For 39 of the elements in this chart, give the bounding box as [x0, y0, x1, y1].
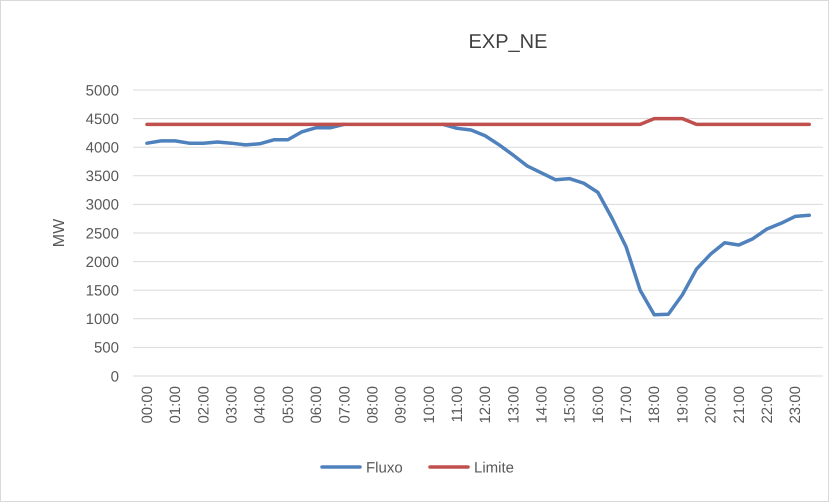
x-tick-label: 17:00: [618, 386, 636, 424]
y-tick-label: 3000: [86, 196, 119, 214]
x-tick-label: 02:00: [195, 386, 212, 424]
chart-title: EXP_NE: [468, 31, 548, 53]
y-axis-title: MW: [51, 218, 68, 248]
x-tick-label: 19:00: [674, 386, 692, 424]
x-tick-label: 18:00: [646, 386, 664, 424]
y-tick-label: 4500: [86, 110, 119, 128]
y-tick-label: 2000: [86, 254, 119, 271]
x-tick-label: 20:00: [702, 386, 720, 424]
x-tick-label: 14:00: [534, 386, 551, 424]
x-tick-label: 15:00: [562, 386, 579, 424]
x-tick-label: 06:00: [308, 386, 326, 424]
y-tick-label: 3500: [86, 168, 119, 186]
x-tick-label: 03:00: [224, 386, 241, 424]
x-tick-label: 01:00: [167, 386, 184, 424]
x-tick-label: 21:00: [730, 386, 748, 424]
y-tick-label: 2500: [86, 225, 119, 242]
y-tick-label: 1000: [86, 311, 119, 328]
x-tick-label: 04:00: [252, 386, 269, 424]
y-tick-label: 5000: [86, 82, 119, 100]
x-tick-label: 12:00: [477, 386, 494, 424]
legend-label: Fluxo: [366, 459, 403, 476]
x-tick-label: 08:00: [364, 386, 382, 424]
x-tick-label: 13:00: [505, 386, 522, 424]
x-tick-label: 00:00: [139, 386, 156, 424]
y-tick-label: 1500: [86, 282, 119, 300]
x-tick-label: 10:00: [420, 386, 438, 424]
x-tick-label: 22:00: [758, 386, 776, 424]
x-tick-label: 09:00: [392, 386, 410, 424]
x-tick-label: 23:00: [787, 386, 804, 424]
x-tick-label: 16:00: [590, 386, 607, 424]
legend-label: Limite: [474, 459, 514, 476]
y-tick-label: 500: [94, 340, 119, 357]
y-tick-label: 4000: [86, 139, 119, 156]
x-tick-label: 07:00: [336, 386, 354, 424]
y-tick-label: 0: [110, 368, 119, 386]
x-tick-label: 05:00: [280, 386, 297, 424]
x-tick-label: 11:00: [448, 386, 466, 422]
